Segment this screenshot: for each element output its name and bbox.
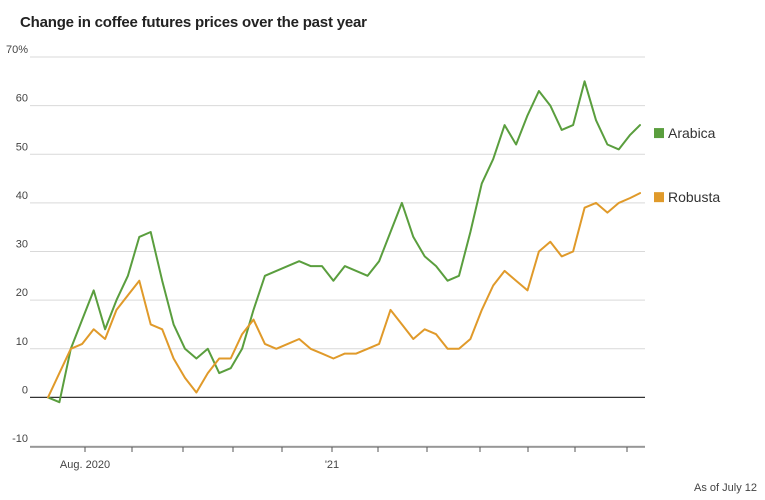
y-tick-label: 70% xyxy=(6,44,28,56)
legend-label-arabica: Arabica xyxy=(668,125,716,141)
y-tick-label: 30 xyxy=(16,239,28,251)
legend-swatch-arabica xyxy=(654,128,664,139)
legend-label-robusta: Robusta xyxy=(668,189,720,205)
y-axis-ticks: -10 0 10 20 30 40 50 60 70% xyxy=(6,44,28,445)
legend: Arabica Robusta xyxy=(654,125,720,205)
x-tick-label: '21 xyxy=(325,459,339,471)
series-line-arabica xyxy=(47,80,641,404)
series-lines xyxy=(47,80,641,404)
y-tick-label: 10 xyxy=(16,336,28,348)
as-of-note: As of July 12 xyxy=(694,482,757,494)
y-tick-label: 50 xyxy=(16,141,28,153)
series-line-robusta xyxy=(47,192,641,399)
y-tick-label: 60 xyxy=(16,93,28,105)
y-tick-label: 20 xyxy=(16,287,28,299)
legend-swatch-robusta xyxy=(654,192,664,203)
chart-title: Change in coffee futures prices over the… xyxy=(20,14,367,31)
y-tick-label: 0 xyxy=(22,384,28,396)
x-axis-ticks: Aug. 2020 '21 xyxy=(30,446,645,471)
y-tick-label: 40 xyxy=(16,190,28,202)
grid-lines xyxy=(30,56,645,447)
x-tick-label: Aug. 2020 xyxy=(60,459,110,471)
y-tick-label: -10 xyxy=(12,433,28,445)
